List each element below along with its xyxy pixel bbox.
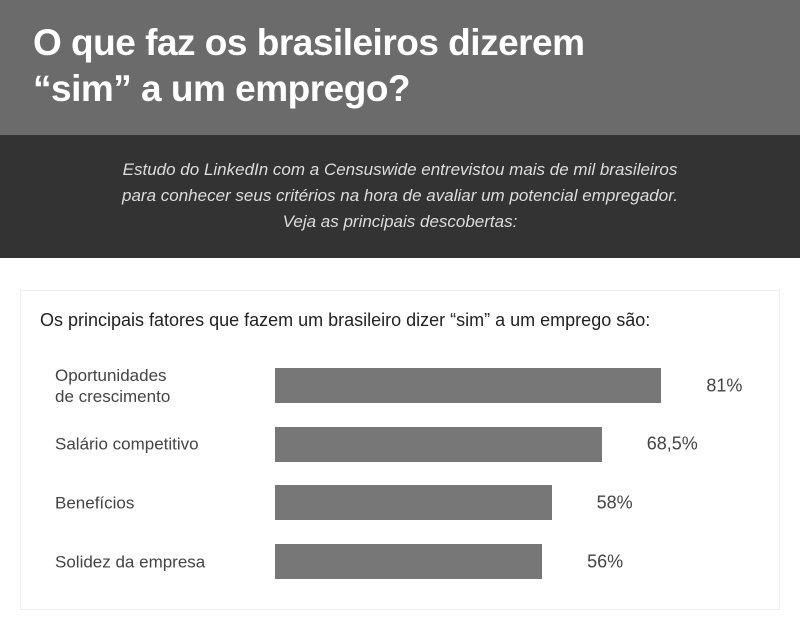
category-label: Oportunidades de crescimento [55,365,171,406]
value-label: 56% [587,551,624,572]
category-label: Solidez da empresa [55,552,206,572]
bar [275,368,662,403]
intro-band: Estudo do LinkedIn com a Censuswide entr… [0,135,800,258]
header: O que faz os brasileiros dizerem “sim” a… [0,0,800,135]
category-label: Salário competitivo [55,434,199,454]
value-label: 68,5% [646,433,698,454]
value-label: 58% [596,492,633,513]
title: O que faz os brasileiros dizerem “sim” a… [33,22,585,109]
category-label: Benefícios [55,493,135,513]
value-label: 81% [706,375,743,395]
bar [275,485,552,521]
chart-title: Os principais fatores que fazem um brasi… [40,310,651,330]
subtitle: Estudo do LinkedIn com a Censuswide entr… [122,160,678,231]
bar [275,426,602,462]
chart-box [20,290,780,610]
bar [275,544,543,580]
